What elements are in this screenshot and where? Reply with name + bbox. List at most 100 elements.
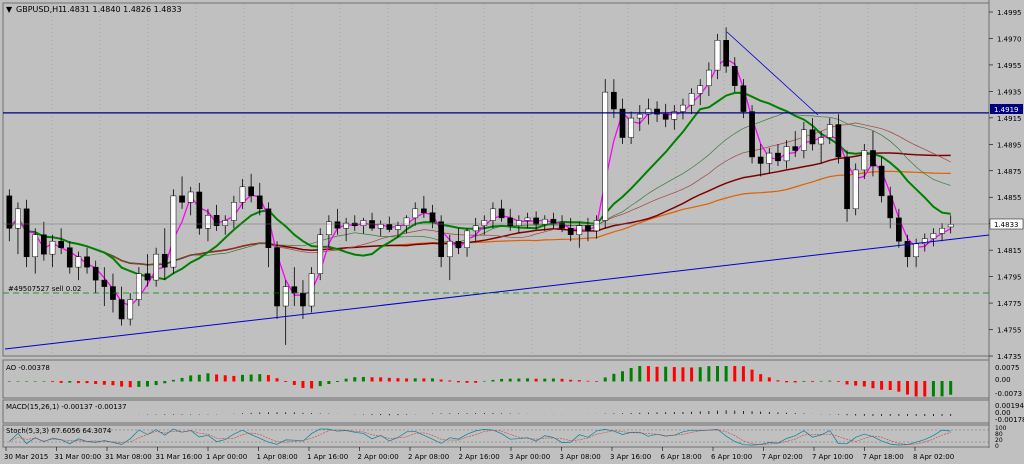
candle-body [15,208,21,229]
ao-bar [249,374,253,382]
time-tick-label: 1 Apr 00:00 [206,453,247,461]
candle-body [878,165,885,197]
chart-menu-arrow[interactable]: ▼ [6,5,13,14]
ao-bar [16,381,20,382]
time-tick-label: 7 Apr 02:00 [762,453,803,461]
ao-bar [120,381,124,387]
ao-bar [318,381,322,387]
time-tick-label: 6 Apr 10:00 [711,453,752,461]
candle-body [92,266,99,281]
ao-bar [111,381,115,386]
candle-body [585,225,591,232]
candle-body [291,286,298,294]
hline-price-label: 1.4919 [994,106,1019,114]
ao-bar [802,381,806,382]
ma-darkred-line [8,152,951,266]
support-trendline [4,234,990,350]
ao-bar [292,381,296,385]
candle-body [265,208,272,248]
ao-bar [681,367,685,382]
time-tick-label: 3 Apr 00:00 [509,453,550,461]
ao-bar [811,381,814,382]
candle-body [516,220,522,226]
ao-bar [405,378,409,382]
candle-body [118,299,125,320]
ohlc-label: 1.4831 1.4840 1.4826 1.4833 [62,5,182,14]
candle-body [628,117,634,138]
ao-bar [508,378,512,382]
stoch-tick-0: 0 [995,443,999,450]
candle-body [723,40,729,67]
candle-body [697,85,704,94]
candle-body [809,129,816,145]
price-tick-label: 1.4815 [997,247,1022,255]
ma-green-line [8,91,951,281]
candle-body [455,240,462,248]
current-price-label: 1.4833 [994,221,1019,229]
ao-bar [621,371,624,382]
resistance-trendline [726,31,819,116]
candle-body [58,240,64,248]
candle-body [395,225,401,230]
stoch-lines [3,428,989,446]
candle-body [524,217,531,221]
ao-bar [629,367,633,382]
candle-body [904,240,911,258]
ao-bar [275,378,279,382]
candle-body [887,195,894,219]
candle-body [282,286,289,307]
time-tick-label: 31 Mar 00:00 [55,453,102,461]
ao-bar [854,381,858,386]
order-label[interactable]: #49507527 sell 0.02 [8,285,81,293]
ao-bar [819,380,823,382]
candle-body [49,240,56,255]
candle-body [84,256,90,268]
ao-bar [491,379,495,382]
ao-bar [707,366,711,382]
ao-bar [828,380,832,382]
ao-tick-top: 0.0075 [995,364,1020,372]
time-tick-label: 6 Apr 18:00 [661,453,702,461]
ao-bar [310,381,314,389]
ao-bar [577,380,581,382]
candle-body [153,253,159,281]
candle-body [161,253,168,268]
candle-body [75,256,82,268]
candle-body [248,186,254,197]
candle-body [317,234,324,274]
ao-tick-mid: 0.00 [995,376,1011,384]
price-tick-label: 1.4895 [997,141,1022,149]
ao-bar [500,378,504,382]
price-tick-label: 1.4915 [997,115,1022,123]
candle-body [326,221,332,235]
time-tick-label: 1 Apr 16:00 [307,453,348,461]
candle-body [680,104,686,112]
candle-body [144,273,151,281]
ao-bar [76,381,80,384]
ao-bar [258,374,262,382]
chart-grid [51,4,965,355]
candle-body [896,217,902,242]
ao-bar [68,381,72,383]
candle-body [611,91,617,110]
candle-body [654,108,660,115]
candle-body [714,40,721,71]
time-tick-label: 7 Apr 10:00 [812,453,853,461]
macd-panel-frame [2,399,990,424]
ao-bar [543,378,547,382]
candle-body [446,240,453,258]
candle-body [567,228,574,235]
price-tick-label: 1.4995 [997,9,1022,17]
ao-bar [422,378,426,382]
ao-bar [7,381,11,382]
candle-body [507,217,514,226]
ao-bar [336,381,339,382]
candle-body [101,279,108,287]
ao-bar [25,381,29,382]
ao-bar [482,380,486,382]
ao-bar [836,381,840,382]
ao-bar [517,378,521,382]
ao-panel-frame [2,359,990,399]
ao-bar [776,380,780,382]
